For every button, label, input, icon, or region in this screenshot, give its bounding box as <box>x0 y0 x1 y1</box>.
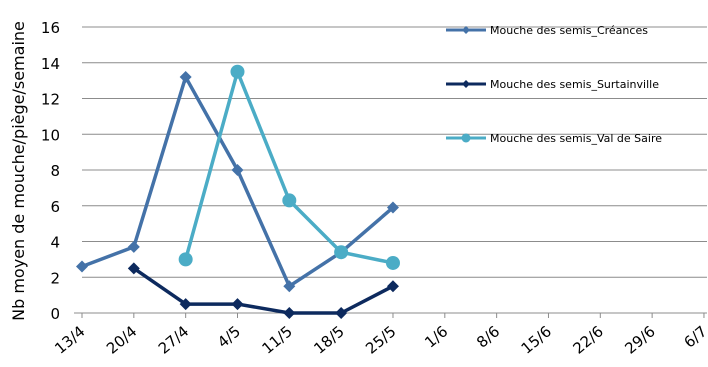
legend-item: Mouche des semis_Créances <box>446 24 648 37</box>
data-point <box>179 298 192 311</box>
data-point <box>178 252 193 267</box>
y-tick-label: 2 <box>50 269 60 287</box>
legend-marker <box>462 26 470 34</box>
y-tick-label: 10 <box>41 126 60 144</box>
series-line <box>132 266 394 315</box>
data-point <box>386 201 399 214</box>
series-3 <box>178 64 400 270</box>
data-point <box>334 245 349 260</box>
x-axis <box>74 312 707 318</box>
y-axis-label: Nb moyen de mouche/piège/semaine <box>9 21 28 321</box>
data-point <box>283 307 296 319</box>
series-1 <box>76 71 399 293</box>
x-tick-label: 22/6 <box>569 322 606 357</box>
data-point <box>283 280 296 293</box>
series-2 <box>127 262 399 319</box>
y-tick-label: 0 <box>50 305 60 323</box>
x-tick-label: 27/4 <box>155 322 192 357</box>
legend: Mouche des semis_Créances Mouche des semi… <box>446 24 662 145</box>
data-point <box>230 64 245 79</box>
y-tick-label: 8 <box>50 162 60 180</box>
x-tick-label: 29/6 <box>621 322 658 357</box>
data-point <box>76 260 88 273</box>
data-point <box>335 307 348 319</box>
y-tick-label: 16 <box>41 19 60 37</box>
y-tick-label: 14 <box>41 55 60 73</box>
x-tick-label: 25/5 <box>362 322 399 357</box>
y-tick-label: 4 <box>50 234 60 252</box>
x-tick-label: 20/4 <box>103 322 140 357</box>
legend-label: Mouche des semis_Surtainville <box>490 78 659 91</box>
data-point <box>179 71 192 84</box>
x-tick-label: 1/6 <box>421 322 451 351</box>
x-tick-label: 6/7 <box>680 322 708 351</box>
legend-marker <box>462 80 470 88</box>
data-point <box>386 280 399 293</box>
legend-label: Mouche des semis_Créances <box>490 24 648 37</box>
data-point <box>231 164 244 176</box>
gridlines <box>82 26 707 278</box>
x-tick-label: 13/4 <box>51 322 88 357</box>
x-tick-label: 18/5 <box>310 322 347 357</box>
x-tick-label: 15/6 <box>518 322 555 357</box>
legend-label: Mouche des semis_Val de Saire <box>490 132 662 145</box>
data-point <box>282 193 297 208</box>
data-point <box>385 255 400 270</box>
x-tick-label: 4/5 <box>214 322 244 351</box>
y-tick-label: 12 <box>41 91 60 109</box>
x-tick-label: 11/5 <box>259 322 296 357</box>
legend-marker <box>461 133 471 143</box>
data-point <box>231 298 244 311</box>
data-point <box>127 240 140 253</box>
y-axis-ticks: 0 2 4 6 8 10 12 14 16 <box>41 19 60 323</box>
series-group <box>76 64 400 319</box>
legend-item: Mouche des semis_Surtainville <box>446 78 659 91</box>
y-tick-label: 6 <box>50 198 60 216</box>
x-axis-ticks: 13/4 20/4 27/4 4/5 11/5 18/5 25/5 1/6 8/6 15/6 22/… <box>51 322 708 357</box>
legend-item: Mouche des semis_Val de Saire <box>446 132 662 145</box>
data-point <box>127 262 140 275</box>
x-tick-label: 8/6 <box>473 322 503 351</box>
